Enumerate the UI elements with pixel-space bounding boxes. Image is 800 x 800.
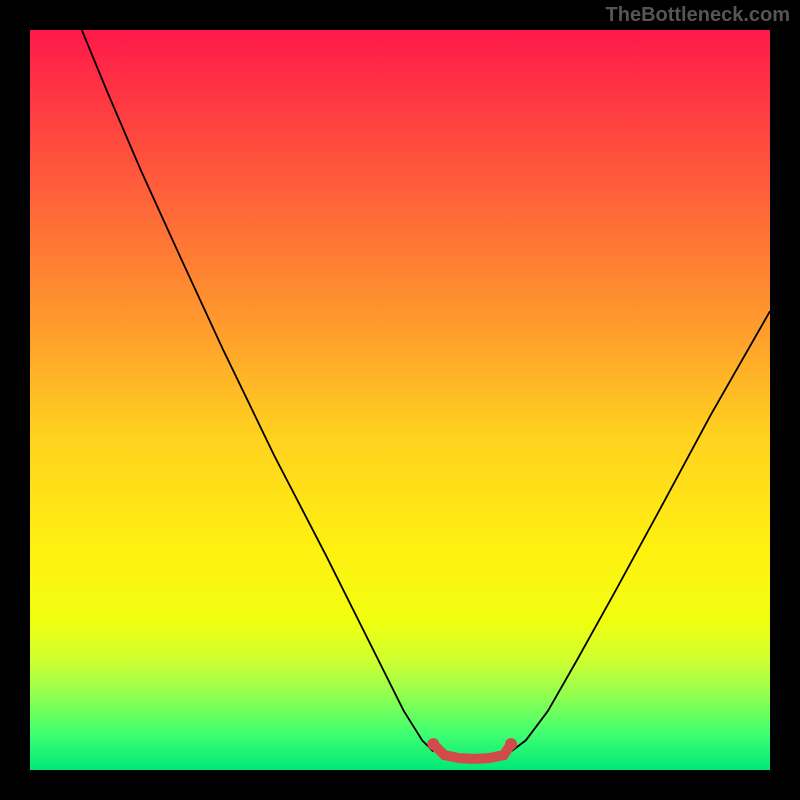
optimal-zone-end-0 bbox=[427, 738, 439, 750]
bottleneck-chart bbox=[30, 30, 770, 770]
chart-frame: { "watermark": { "text": "TheBottleneck.… bbox=[0, 0, 800, 800]
chart-svg bbox=[30, 30, 770, 770]
optimal-zone-end-1 bbox=[505, 738, 517, 750]
chart-background bbox=[30, 30, 770, 770]
watermark-text: TheBottleneck.com bbox=[606, 4, 790, 27]
